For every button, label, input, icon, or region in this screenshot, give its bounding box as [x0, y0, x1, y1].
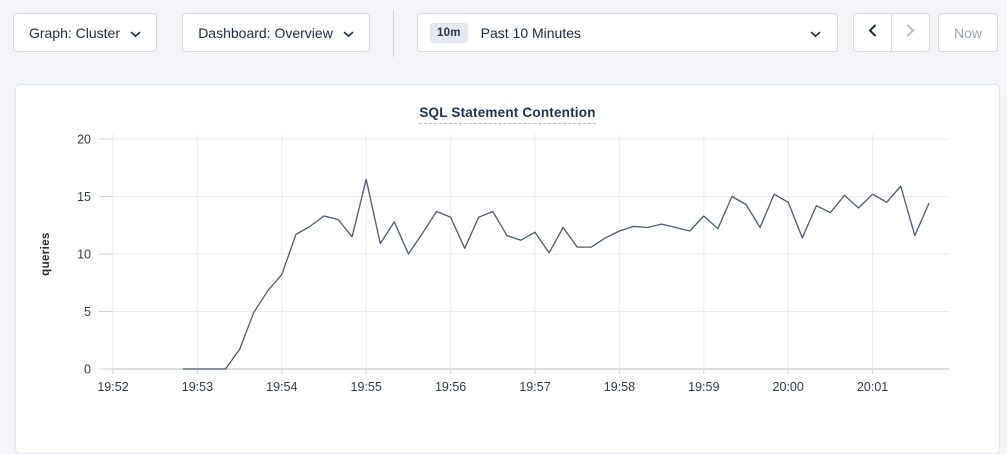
gridlines: [112, 134, 949, 370]
time-window-arrows: [853, 13, 930, 52]
time-range-dropdown[interactable]: 10m Past 10 Minutes: [417, 13, 838, 52]
x-tick-label: 19:52: [97, 380, 128, 394]
x-tick-label: 19:58: [604, 380, 635, 394]
now-button[interactable]: Now: [938, 13, 998, 52]
y-tick-label: 10: [77, 248, 91, 262]
chart-title[interactable]: SQL Statement Contention: [419, 105, 596, 124]
x-tick-label: 19:57: [519, 380, 550, 394]
sql-contention-chart[interactable]: 0 5 10 15 20 19:52 19:53 19:54 19:55 19:56 19:57 19…: [16, 121, 1001, 433]
toolbar-divider: [393, 10, 394, 57]
now-button-label: Now: [953, 24, 982, 41]
time-range-label: Past 10 Minutes: [480, 24, 582, 41]
toolbar: Graph: Cluster Dashboard: Overview 10m P…: [0, 0, 1007, 68]
x-tick-label: 19:55: [351, 380, 382, 394]
x-tick-label: 19:56: [435, 380, 466, 394]
graph-dropdown[interactable]: Graph: Cluster: [13, 13, 157, 52]
next-range-button[interactable]: [891, 14, 929, 51]
chevron-down-icon: [343, 25, 354, 41]
x-tick-label: 19:53: [182, 380, 213, 394]
series-line-queries: [182, 178, 930, 370]
chart-title-row: SQL Statement Contention: [16, 104, 999, 124]
chevron-down-icon: [810, 25, 821, 41]
dashboard-dropdown-label: Dashboard: Overview: [198, 24, 333, 41]
time-range-badge: 10m: [430, 22, 468, 43]
x-tick-label: 20:00: [773, 380, 804, 394]
graph-dropdown-label: Graph: Cluster: [28, 24, 121, 41]
axis-ticks-and-labels: 0 5 10 15 20 19:52 19:53 19:54 19:55 19:56 19:57 19…: [77, 133, 888, 395]
chevron-right-icon: [906, 24, 915, 42]
y-axis-label: queries: [40, 232, 52, 276]
dashboard-dropdown[interactable]: Dashboard: Overview: [182, 13, 370, 52]
y-tick-label: 15: [77, 190, 91, 204]
chart-card: SQL Statement Contention 0 5 10 15 20 19:52 19…: [15, 84, 1000, 454]
y-tick-label: 0: [84, 363, 91, 377]
prev-range-button[interactable]: [854, 14, 891, 51]
x-tick-label: 19:54: [266, 380, 297, 394]
chevron-down-icon: [130, 25, 141, 41]
chevron-left-icon: [868, 24, 877, 42]
x-tick-label: 20:01: [857, 380, 888, 394]
y-tick-label: 20: [77, 133, 91, 147]
y-tick-label: 5: [84, 305, 91, 319]
x-tick-label: 19:59: [688, 380, 719, 394]
